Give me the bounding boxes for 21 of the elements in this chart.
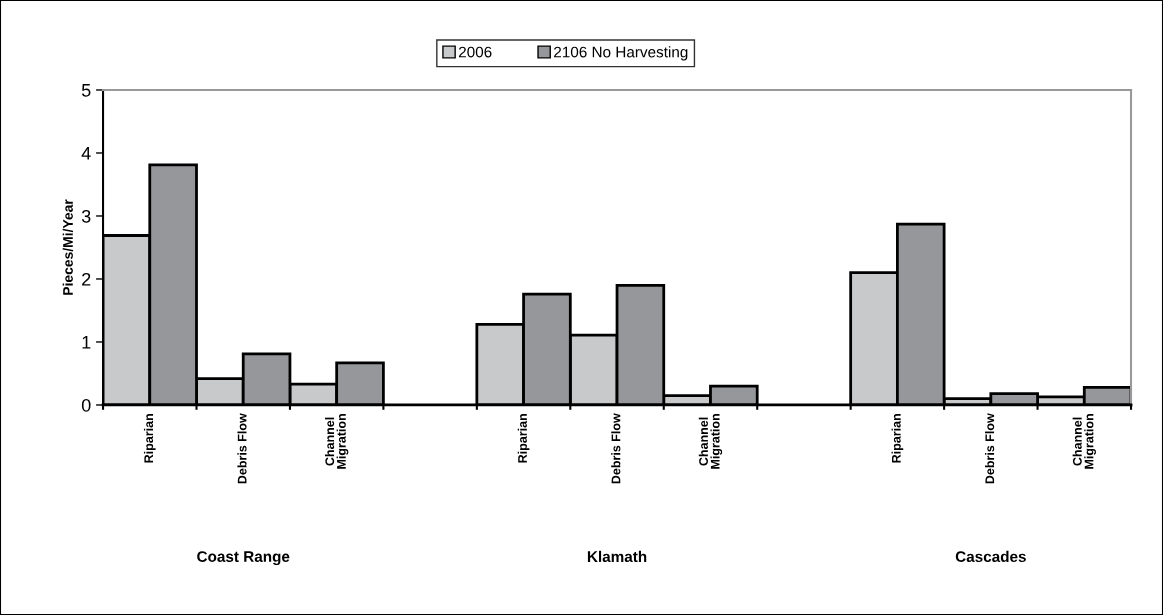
y-tick-label: 5 (81, 84, 91, 97)
x-tick-label: Channel Migration (698, 414, 723, 469)
y-tick-label: 3 (81, 209, 91, 223)
x-tick-label: Channel Migration (1072, 414, 1096, 469)
text: Cascades (955, 550, 1026, 563)
x-tick-label: Riparian (143, 414, 156, 463)
text: Coast Range (197, 551, 290, 566)
y-tick-label: 2 (82, 272, 91, 286)
x-tick-label: Debris Flow (611, 413, 621, 484)
y-tick-label: 1 (82, 336, 91, 349)
legend-label: 2106 No Harvesting (554, 46, 688, 61)
x-tick-label: Debris Flow (985, 413, 995, 484)
y-tick-label: 0 (81, 398, 91, 412)
x-tick-label: Riparian (891, 414, 904, 463)
y-tick-label: 4 (81, 147, 91, 160)
x-tick-label: Channel Migration (324, 414, 349, 469)
text: Klamath (587, 550, 647, 563)
x-tick-label: Riparian (517, 414, 530, 463)
x-tick-label: Debris Flow (237, 413, 247, 484)
legend-label: 2006 (458, 46, 492, 58)
y-axis-title: Pieces/Mi/Year (62, 199, 74, 295)
